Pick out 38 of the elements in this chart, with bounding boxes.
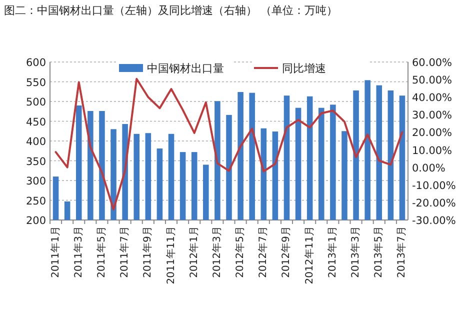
x-tick-label: 2013年3月 [350, 226, 362, 278]
x-tick-label: 2011年9月 [142, 226, 154, 278]
x-tick-label: 2012年11月 [303, 226, 316, 284]
legend-label: 同比增速 [282, 62, 326, 75]
x-tick-label: 2011年7月 [118, 226, 131, 278]
x-tick-label: 2012年9月 [280, 226, 292, 278]
y-tick-label: 250 [26, 195, 46, 208]
x-tick-label: 2011年1月 [49, 226, 62, 278]
x-tick-label: 2012年1月 [188, 226, 200, 278]
x-tick-label: 2013年5月 [372, 226, 385, 278]
x-tick-label: 2012年3月 [210, 226, 223, 278]
y-tick-label: 300 [26, 176, 46, 188]
x-tick-label: 2011年5月 [95, 226, 108, 278]
legend-label: 中国钢材出口量 [147, 62, 224, 75]
x-tick-label: 2012年5月 [234, 226, 246, 278]
y-tick-label: 600 [26, 57, 46, 69]
y-tick-label: 550 [26, 76, 46, 89]
y2-tick-label: 60.00% [412, 57, 452, 69]
x-tick-label: 2011年11月 [164, 226, 177, 284]
y-tick-label: 500 [26, 96, 46, 108]
y-tick-label: 350 [26, 156, 46, 168]
x-tick-label: 2013年7月 [396, 226, 408, 278]
y2-tick-label: -10.00% [412, 180, 456, 192]
x-tick-label: 2012年7月 [257, 226, 270, 278]
y2-tick-label: -30.00% [412, 215, 456, 227]
x-tick-label: 2013年1月 [326, 226, 338, 278]
y2-tick-label: -20.00% [412, 197, 456, 210]
y-tick-label: 400 [26, 136, 46, 148]
y2-tick-label: 40.00% [412, 92, 452, 104]
chart-title: 图二：中国钢材出口量（左轴）及同比增速（右轴） （单位：万吨） [4, 4, 338, 17]
y2-tick-label: 50.00% [412, 74, 452, 87]
y2-tick-label: 20.00% [412, 127, 452, 140]
y2-tick-label: 30.00% [412, 110, 452, 122]
y-tick-label: 200 [26, 215, 46, 227]
x-tick-label: 2011年3月 [72, 226, 84, 278]
y-tick-label: 450 [26, 116, 46, 128]
y2-tick-label: 0.00% [412, 162, 446, 174]
y2-tick-label: 10.00% [412, 144, 452, 157]
